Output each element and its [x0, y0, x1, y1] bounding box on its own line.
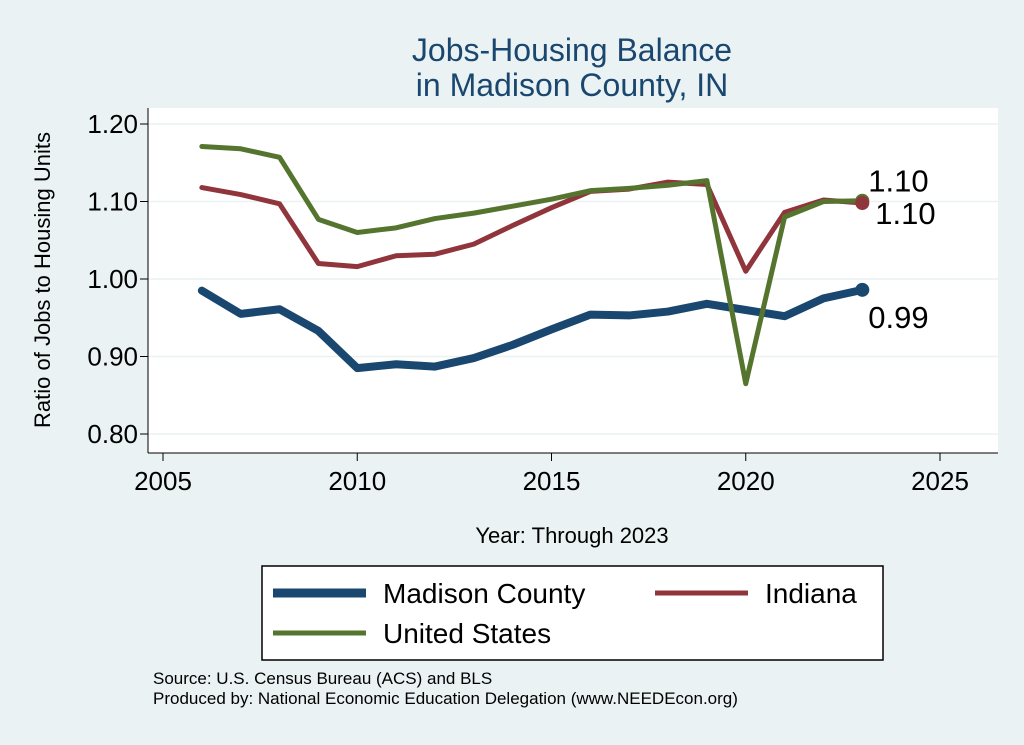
y-tick-label: 0.80 [87, 419, 138, 449]
y-tick-label: 1.20 [87, 109, 138, 139]
legend-box [261, 565, 884, 661]
source-note: Source: U.S. Census Bureau (ACS) and BLS [153, 669, 493, 688]
end-labels: 0.99 1.101.10 [868, 164, 935, 335]
x-tick-label: 2010 [328, 466, 386, 496]
x-tick-label: 2005 [134, 466, 192, 496]
y-tick-label: 1.00 [87, 264, 138, 294]
end-marker-indiana [855, 196, 870, 211]
series-lines [197, 143, 867, 387]
chart-title-line-1: Jobs-Housing Balance [412, 32, 732, 68]
series-line-indiana [199, 179, 865, 274]
x-axis-title: Year: Through 2023 [475, 523, 668, 548]
legend-label-madison-county: Madison County [383, 578, 585, 609]
legend-label-united-states: United States [383, 618, 551, 649]
legend: Madison County Indiana United States [273, 578, 857, 649]
end-markers [855, 193, 870, 297]
x-tick-label: 2015 [523, 466, 581, 496]
y-axis-ticks: 0.80 0.90 1.00 1.10 1.20 [87, 109, 148, 449]
end-marker-madison-county [855, 282, 870, 297]
end-label-united-states: 1.10 [868, 164, 928, 199]
produced-by-note: Produced by: National Economic Education… [153, 689, 738, 708]
x-tick-label: 2025 [911, 466, 969, 496]
x-axis-ticks: 2005 2010 2015 2020 2025 [134, 453, 969, 496]
series-line-united-states [199, 143, 865, 387]
x-tick-label: 2020 [717, 466, 775, 496]
series-line-madison-county [197, 285, 867, 373]
y-tick-label: 1.10 [87, 187, 138, 217]
end-label-indiana: 1.10 [875, 196, 935, 231]
chart-title-line-2: in Madison County, IN [416, 67, 728, 103]
end-label-madison-county: 0.99 [868, 300, 928, 335]
legend-label-indiana: Indiana [765, 578, 857, 609]
y-tick-label: 0.90 [87, 342, 138, 372]
plot-area [148, 108, 998, 453]
y-axis-title: Ratio of Jobs to Housing Units [30, 132, 55, 428]
